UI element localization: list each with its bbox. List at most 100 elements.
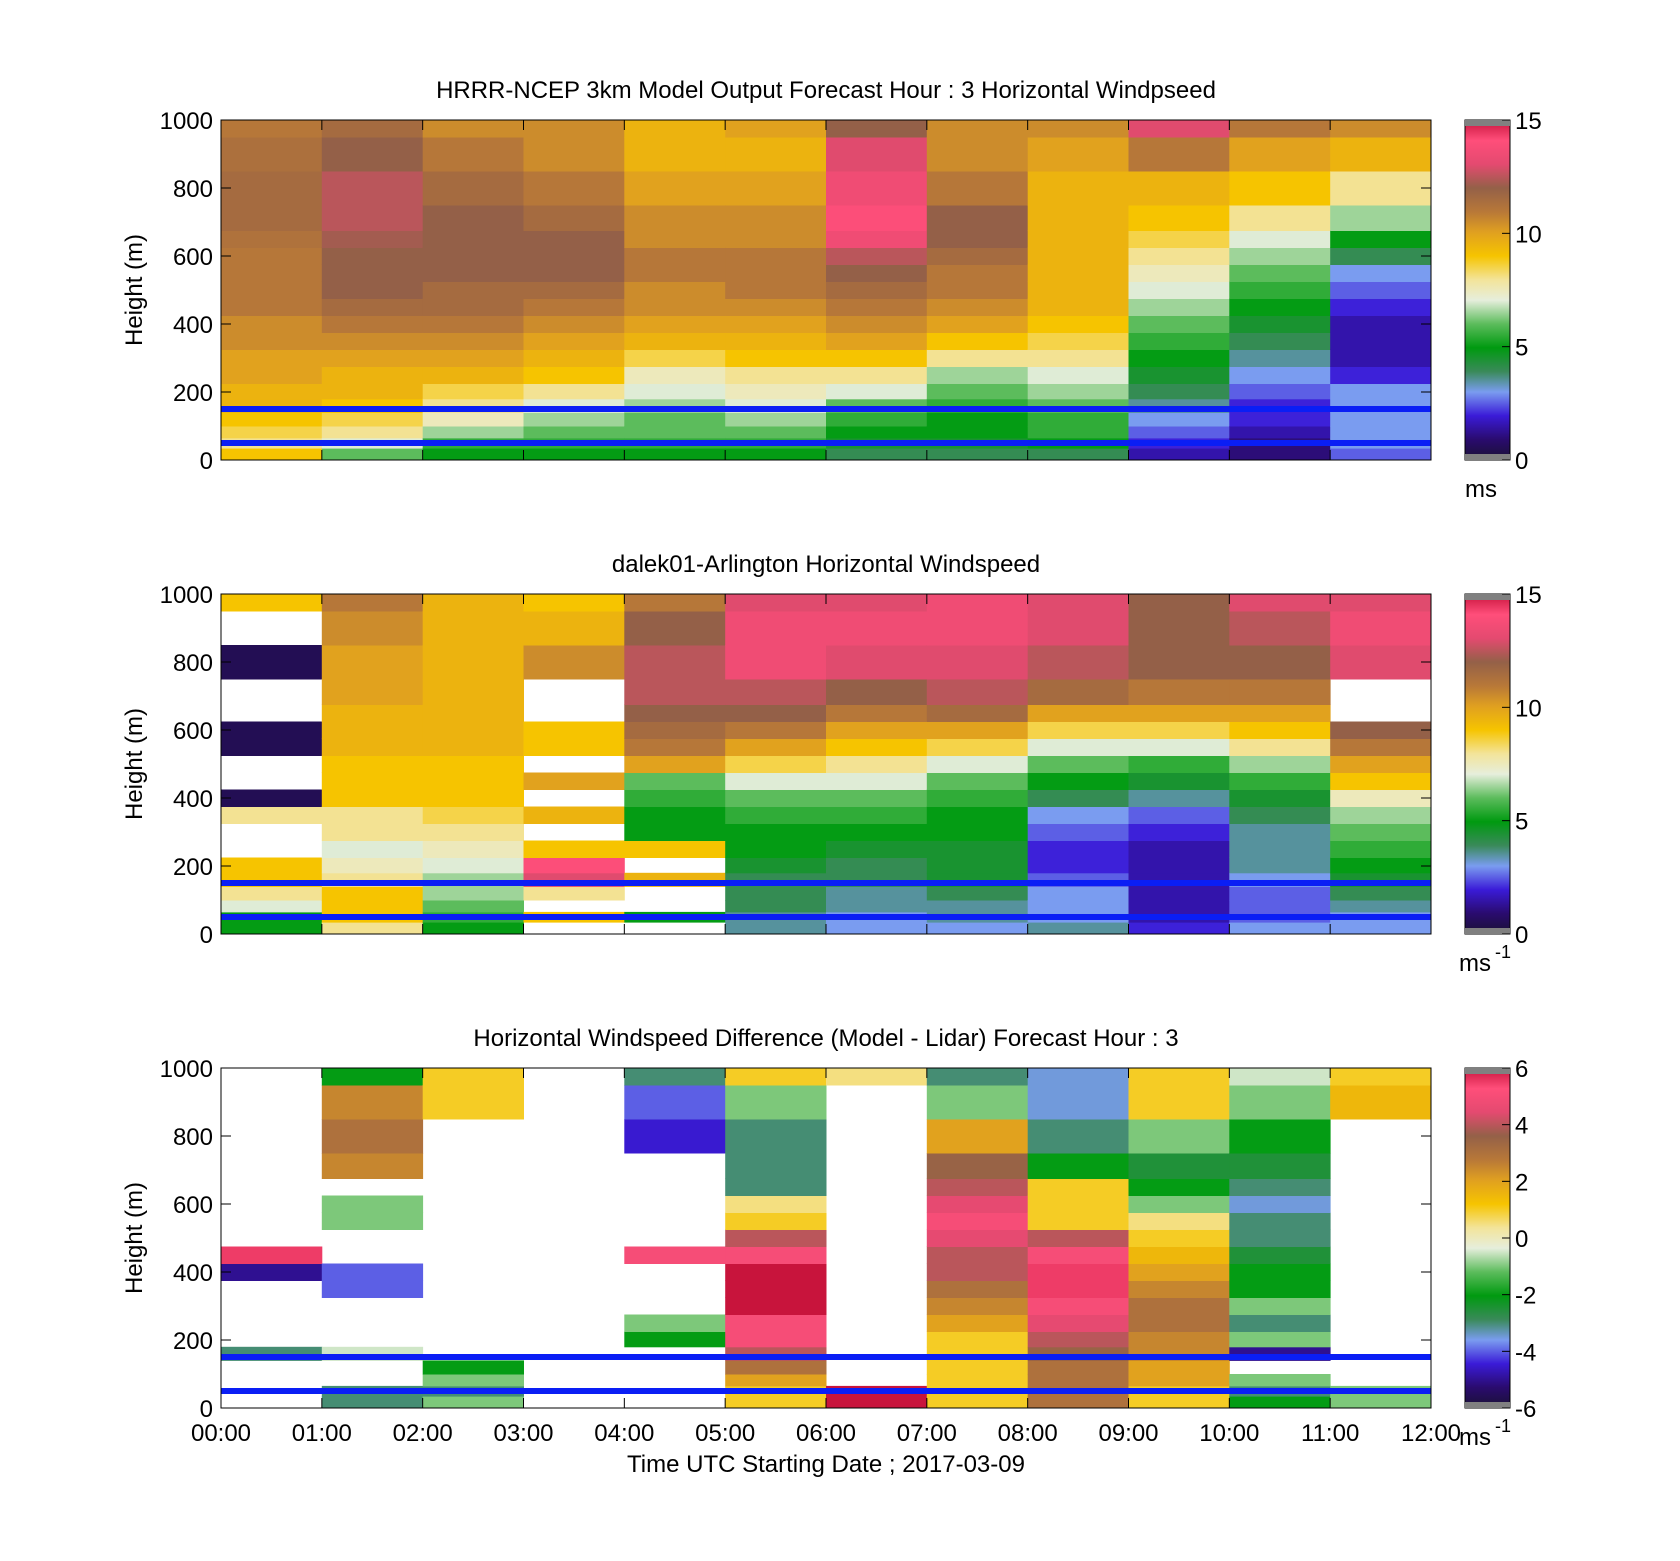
heatmap-cell (321, 137, 424, 172)
heatmap-cell (826, 281, 928, 299)
heatmap-cell (422, 230, 524, 248)
heatmap-cell (321, 679, 424, 705)
heatmap-cell (1330, 1085, 1432, 1120)
heatmap-cell (624, 383, 726, 400)
heatmap-cell (321, 366, 424, 384)
heatmap-cell (1027, 738, 1129, 756)
heatmap-cell (1128, 171, 1230, 206)
heatmap-cell (725, 738, 827, 756)
heatmap-cell (1128, 1246, 1230, 1264)
heatmap-cell (624, 349, 726, 367)
x-tick-label: 12:00 (1401, 1420, 1461, 1447)
heatmap-cell (725, 1396, 827, 1409)
heatmap-cell (725, 383, 827, 400)
heatmap-cell (422, 426, 524, 439)
heatmap-cell (422, 383, 524, 400)
heatmap-cell (321, 1396, 424, 1409)
heatmap-cell (926, 366, 1029, 384)
heatmap-cell (725, 1119, 827, 1154)
heatmap-cell (1229, 412, 1331, 427)
heatmap-cell (1330, 823, 1432, 841)
heatmap-cell (826, 704, 928, 722)
heatmap-cell (1330, 120, 1432, 138)
heatmap-cell (1128, 448, 1230, 461)
heatmap-cell (523, 264, 625, 282)
heatmap-cell (1027, 412, 1129, 427)
heatmap-cell (523, 247, 625, 265)
heatmap-cell (1229, 264, 1331, 282)
heatmap-cell (624, 645, 726, 680)
heatmap-cell (926, 1280, 1029, 1298)
heatmap-cell (1027, 1119, 1129, 1154)
heatmap-cell (1330, 721, 1432, 739)
heatmap-cell (221, 1246, 323, 1264)
colorbar-tick-label: 0 (1515, 922, 1528, 949)
heatmap-cell (725, 772, 827, 790)
heatmap-cell (1128, 1119, 1230, 1154)
heatmap-cell (926, 1331, 1029, 1348)
colorbar-unit-superscript: -1 (1495, 942, 1511, 962)
heatmap-cell (422, 1360, 524, 1375)
heatmap-cell (1128, 1085, 1230, 1120)
y-tick-label: 1000 (160, 582, 213, 609)
heatmap-cell (1229, 1374, 1331, 1387)
heatmap-cell (523, 772, 625, 790)
y-tick-label: 600 (173, 244, 213, 271)
heatmap-cell (1128, 264, 1230, 282)
heatmap-cell (1027, 857, 1129, 874)
heatmap-cell (321, 264, 424, 282)
panel-2: 0 200 400 600 800 1000 dalek01-Arlington Horiz… (121, 551, 1542, 977)
heatmap-cell (221, 332, 323, 350)
heatmap-cell (1330, 366, 1432, 384)
heatmap-cell (221, 349, 323, 367)
heatmap-cell (926, 900, 1029, 913)
y-tick-label: 200 (173, 1328, 213, 1355)
heatmap-cell (624, 823, 726, 841)
heatmap-cell (1128, 755, 1230, 773)
heatmap-cell (422, 1085, 524, 1120)
colorbar-tick-label: -2 (1515, 1283, 1536, 1310)
heatmap-cell (725, 1246, 827, 1264)
heatmap-cell (422, 679, 524, 705)
heatmap-cell (826, 645, 928, 680)
heatmap-cell (321, 247, 424, 265)
heatmap-cell (1229, 704, 1331, 722)
heatmap-cell (422, 806, 524, 824)
heatmap-cell (1229, 120, 1331, 138)
heatmap-cell (422, 247, 524, 265)
heatmap-cell (1027, 448, 1129, 461)
heatmap-cell (1027, 922, 1129, 935)
heatmap-cell (1027, 772, 1129, 790)
heatmap-cell (1128, 349, 1230, 367)
heatmap-cell (1027, 645, 1129, 680)
heatmap-cell (1128, 704, 1230, 722)
heatmap-cell (422, 298, 524, 316)
y-tick-label: 1000 (160, 108, 213, 135)
heatmap-cell (221, 264, 323, 282)
heatmap-cell (826, 922, 928, 935)
heatmap-cell (1330, 922, 1432, 935)
heatmap-cell (1027, 247, 1129, 265)
heatmap-cell (1229, 1246, 1331, 1264)
heatmap-cell (1229, 137, 1331, 172)
heatmap-cell (725, 366, 827, 384)
heatmap-cell (926, 704, 1029, 722)
heatmap-cell (725, 349, 827, 367)
heatmap-cell (1128, 611, 1230, 646)
heatmap-cell (1330, 298, 1432, 316)
heatmap-cell (1027, 137, 1129, 172)
heatmap-cell (221, 366, 323, 384)
heatmap-cell (1229, 1178, 1331, 1196)
heatmap-cell (1128, 1360, 1230, 1375)
heatmap-cell (221, 886, 323, 901)
heatmap-cell (1027, 315, 1129, 333)
y-axis-label: Height (m) (121, 708, 148, 820)
heatmap-cell (725, 704, 827, 722)
heatmap-cell (1330, 806, 1432, 824)
colorbar-cap-bottom (1465, 1402, 1510, 1408)
heatmap-cell (926, 1212, 1029, 1230)
x-tick-label: 03:00 (493, 1420, 553, 1447)
heatmap-cell (1027, 1280, 1129, 1298)
heatmap-cell (1027, 171, 1129, 206)
heatmap-cell (422, 366, 524, 384)
